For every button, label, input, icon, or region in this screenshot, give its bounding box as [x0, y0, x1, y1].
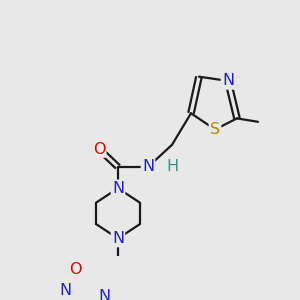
Text: N: N — [112, 231, 124, 246]
Text: N: N — [98, 289, 110, 300]
Text: O: O — [93, 142, 105, 157]
Text: N: N — [59, 283, 71, 298]
Text: N: N — [112, 181, 124, 196]
Text: N: N — [142, 160, 154, 175]
Text: H: H — [166, 160, 178, 175]
Text: O: O — [69, 262, 81, 277]
Text: N: N — [222, 74, 234, 88]
Text: S: S — [210, 122, 220, 137]
